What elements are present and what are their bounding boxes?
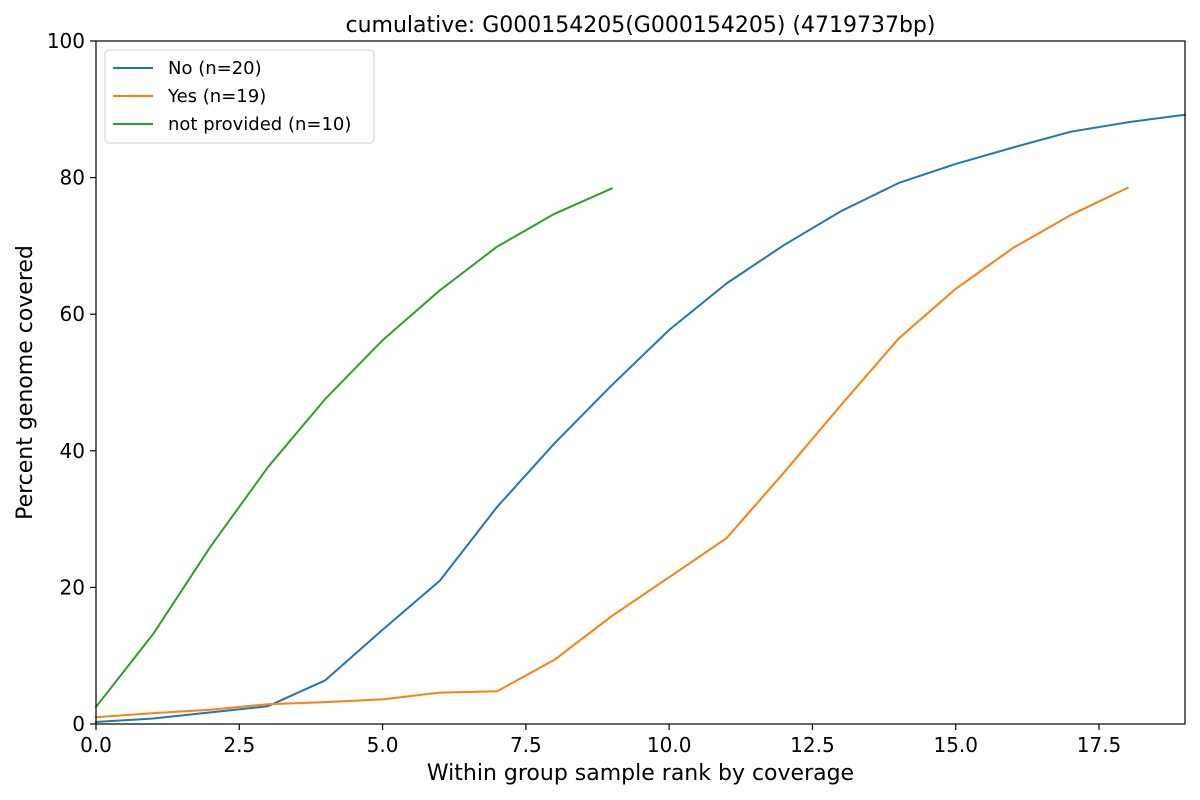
series-line-0 bbox=[94, 113, 1187, 724]
y-tick-label: 80 bbox=[60, 166, 85, 190]
series-line-1 bbox=[94, 186, 1130, 719]
x-tick-label: 2.5 bbox=[223, 733, 255, 757]
legend-entry-label: not provided (n=10) bbox=[168, 114, 351, 135]
x-tick-label: 0.0 bbox=[80, 733, 112, 757]
x-tick-label: 17.5 bbox=[1077, 733, 1122, 757]
y-axis-label: Percent genome covered bbox=[13, 245, 38, 520]
x-tick-label: 15.0 bbox=[933, 733, 978, 757]
y-axis: 0 20 40 60 80 100 bbox=[47, 29, 96, 736]
y-tick-label: 20 bbox=[60, 575, 85, 599]
y-tick-label: 0 bbox=[72, 712, 85, 736]
legend: No (n=20) Yes (n=19) not provided (n=10) bbox=[104, 49, 375, 144]
legend-entry-label: No (n=20) bbox=[168, 58, 262, 79]
x-tick-label: 5.0 bbox=[367, 733, 399, 757]
plot-frame bbox=[95, 40, 1186, 725]
x-axis: 0.0 2.5 5.0 7.5 10.0 12.5 15.0 17.5 bbox=[80, 724, 1121, 757]
x-tick-label: 10.0 bbox=[647, 733, 692, 757]
x-tick-label: 12.5 bbox=[790, 733, 835, 757]
x-axis-label: Within group sample rank by coverage bbox=[427, 761, 854, 786]
y-tick-label: 40 bbox=[60, 439, 85, 463]
legend-box bbox=[104, 49, 375, 144]
legend-entry-label: Yes (n=19) bbox=[167, 86, 266, 107]
y-tick-label: 100 bbox=[47, 29, 85, 53]
series-layer bbox=[94, 113, 1187, 724]
y-tick-label: 60 bbox=[60, 302, 85, 326]
x-tick-label: 7.5 bbox=[510, 733, 542, 757]
chart-title: cumulative: G000154205(G000154205) (4719… bbox=[346, 13, 936, 38]
series-line-2 bbox=[94, 187, 614, 709]
